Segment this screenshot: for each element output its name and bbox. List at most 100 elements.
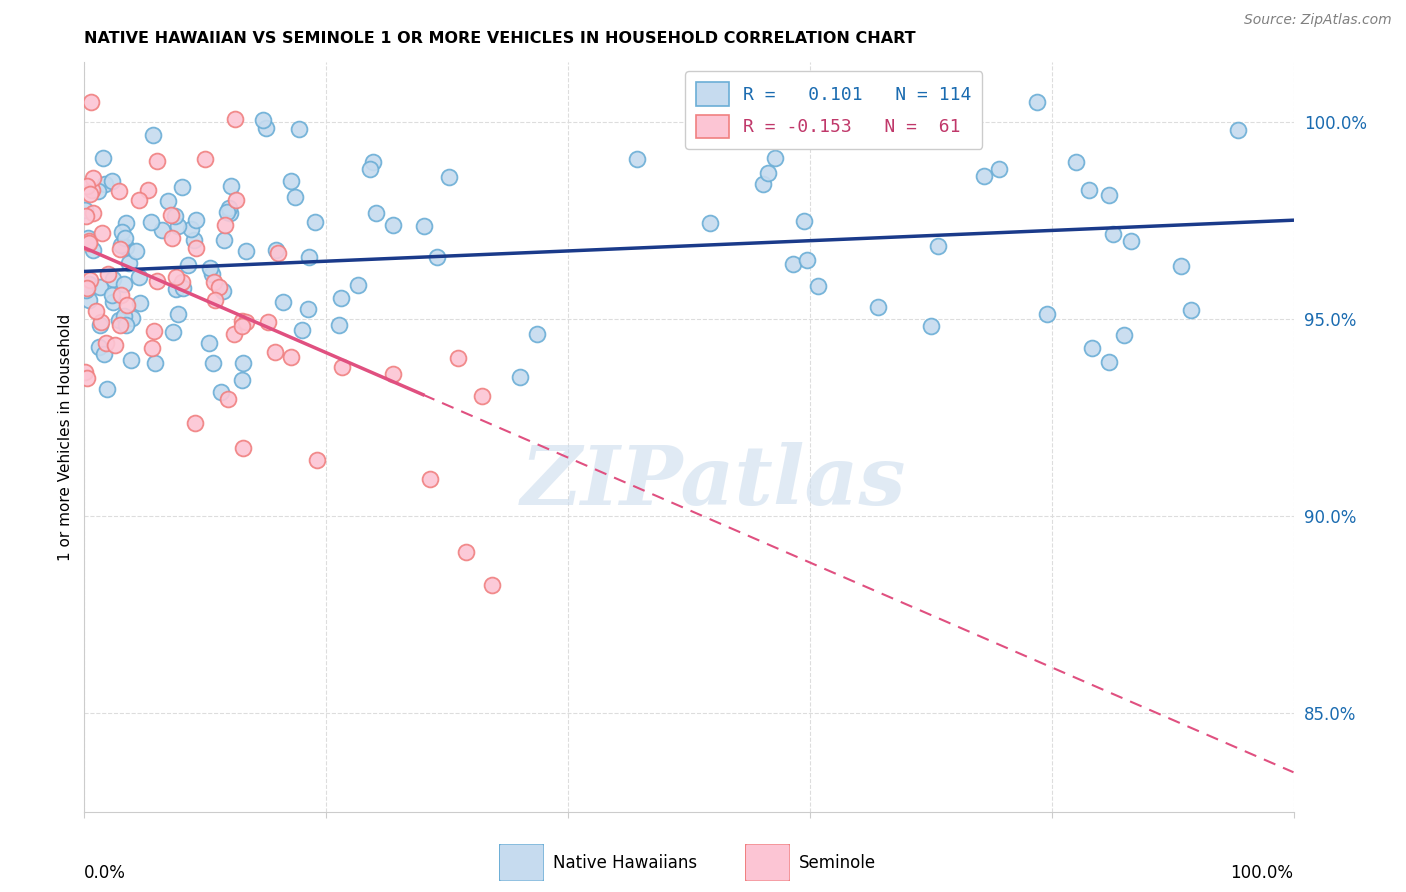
Point [183,233,205,247]
Point [439,170,461,185]
Point [471,389,494,403]
Point [82,183,104,197]
Point [165,209,187,223]
Point [235,244,257,259]
Point [288,121,311,136]
Point [77,234,100,248]
Text: ZIPatlas: ZIPatlas [520,442,905,522]
Point [89,318,111,332]
Point [162,326,184,340]
Point [89,279,111,293]
Point [76,371,98,385]
Point [257,315,280,329]
Point [91,151,114,165]
Text: 100.0%: 100.0% [1230,864,1294,882]
Point [412,219,434,233]
Point [76,281,98,295]
Point [254,120,277,135]
Point [77,235,100,250]
Point [291,323,314,337]
Point [112,309,135,323]
Point [76,210,98,224]
Point [1081,342,1104,356]
Point [212,285,235,299]
Point [231,314,253,328]
Point [626,153,648,167]
Point [231,373,253,387]
Point [75,283,97,297]
Text: NATIVE HAWAIIAN VS SEMINOLE 1 OR MORE VEHICLES IN HOUSEHOLD CORRELATION CHART: NATIVE HAWAIIAN VS SEMINOLE 1 OR MORE VE… [84,31,915,46]
Point [90,314,112,328]
Point [304,215,326,229]
Point [198,335,221,350]
Point [267,245,290,260]
Point [150,223,173,237]
Point [73,203,96,218]
Point [426,250,449,264]
Point [202,275,225,289]
Point [305,453,328,467]
Point [177,258,200,272]
Point [1170,260,1192,274]
Point [973,169,995,184]
Point [231,442,253,456]
FancyBboxPatch shape [499,844,544,881]
Point [145,154,167,169]
Point [752,177,775,191]
Point [120,353,142,368]
Point [252,113,274,128]
Point [361,154,384,169]
Point [103,272,125,286]
Point [232,356,254,370]
Point [110,318,132,332]
Point [93,346,115,360]
Point [297,301,319,316]
Point [172,281,194,295]
Point [77,231,100,245]
Point [114,318,136,332]
Point [328,318,350,332]
Point [115,240,138,254]
Point [159,208,181,222]
Point [1098,355,1121,369]
Point [108,242,131,256]
Point [82,170,104,185]
FancyBboxPatch shape [745,844,790,881]
Point [446,351,468,366]
Point [110,238,132,252]
Point [128,296,150,310]
Point [76,178,98,193]
Point [1180,302,1202,317]
Text: Seminole: Seminole [799,854,876,871]
Point [80,95,103,109]
Point [214,233,236,247]
Point [111,225,134,239]
Point [79,187,101,202]
Point [79,273,101,287]
Point [217,392,239,406]
Point [186,212,208,227]
Point [142,128,165,142]
Point [454,545,477,559]
Point [141,341,163,355]
Point [201,267,224,281]
Point [330,360,353,375]
Point [271,294,294,309]
Point [419,472,441,486]
Point [782,256,804,270]
Point [162,231,184,245]
Point [125,244,148,259]
Point [141,215,163,229]
Text: Native Hawaiians: Native Hawaiians [553,854,697,871]
Point [264,244,287,258]
Point [1098,187,1121,202]
Point [94,336,117,351]
Point [222,326,245,341]
Point [756,166,779,180]
Point [793,214,815,228]
Point [208,279,231,293]
Point [509,369,531,384]
Point [101,295,124,310]
Text: Source: ZipAtlas.com: Source: ZipAtlas.com [1244,13,1392,28]
Point [381,367,404,381]
